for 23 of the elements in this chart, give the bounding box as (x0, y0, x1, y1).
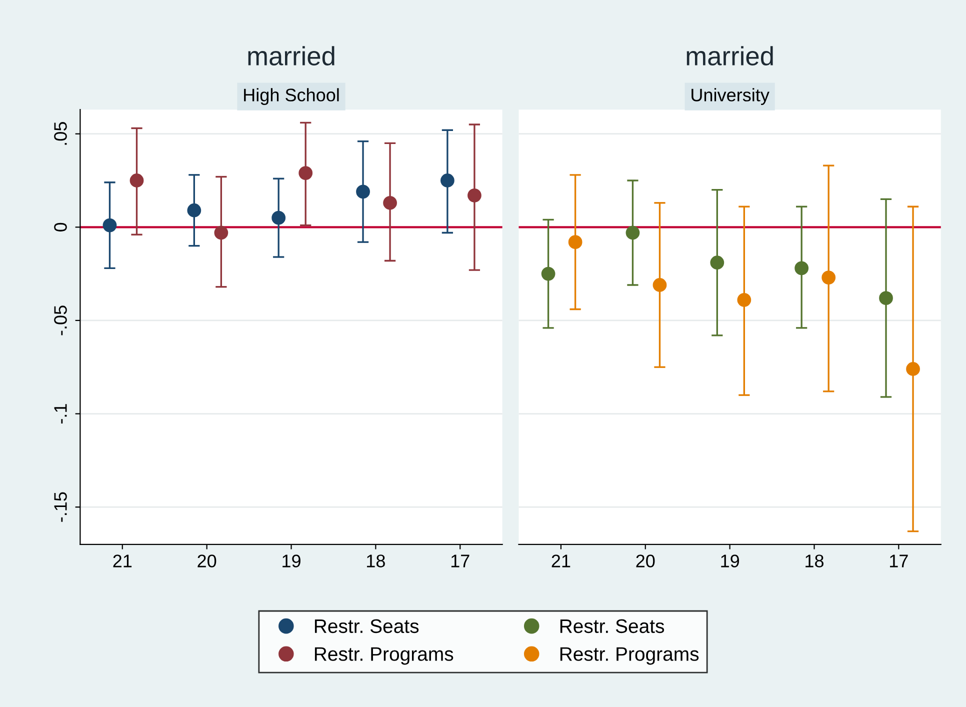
y-tick-label: -.15 (54, 492, 67, 522)
y-tick-label: -.1 (54, 404, 67, 424)
chart-subtitle: University (692, 88, 770, 105)
x-tick-label: 19 (282, 554, 300, 568)
x-tick-label: 17 (451, 554, 470, 568)
x-tick-label: 18 (367, 554, 385, 568)
legend-label: Restr. Programs (560, 647, 699, 665)
legend-label: Restr. Seats (314, 619, 419, 634)
x-tick-label: 21 (113, 554, 132, 568)
chart-title: married (686, 46, 773, 66)
chart-subtitle: High School (244, 88, 339, 105)
x-tick-label: 18 (806, 554, 824, 568)
y-tick-label: -.05 (54, 306, 67, 336)
legend-label: Restr. Programs (314, 647, 454, 665)
x-tick-label: 20 (198, 554, 216, 568)
x-tick-label: 17 (890, 554, 908, 568)
x-tick-label: 21 (552, 554, 570, 568)
legend-label: Restr. Seats (560, 619, 664, 634)
chart-title: married (248, 46, 334, 66)
y-tick-label: .05 (54, 122, 67, 145)
x-tick-label: 20 (636, 554, 655, 568)
y-tick-label: 0 (54, 222, 67, 232)
x-tick-label: 19 (721, 554, 739, 568)
